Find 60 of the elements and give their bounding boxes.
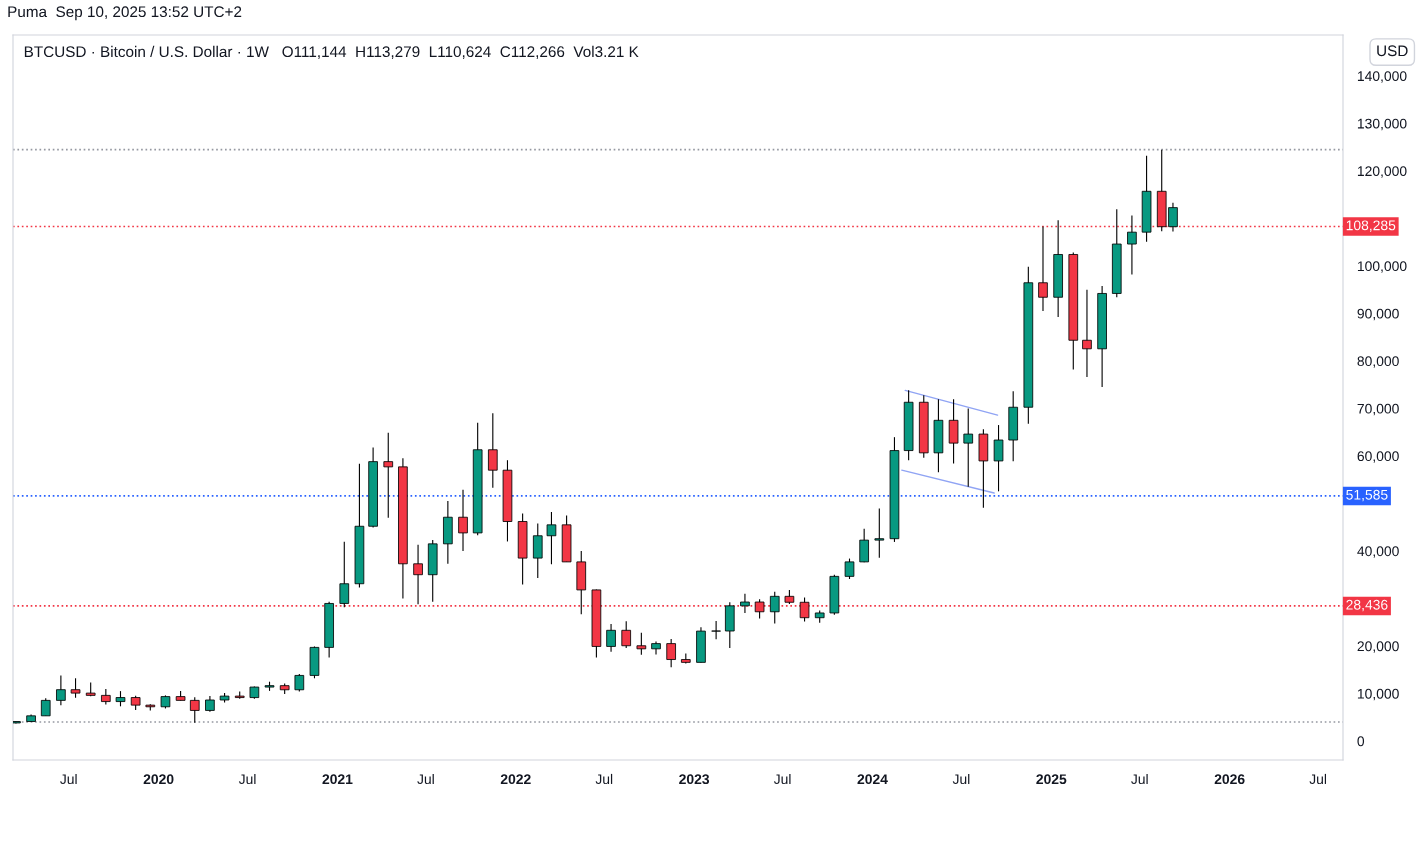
y-tick-label: 70,000: [1357, 403, 1399, 416]
candlestick: [70, 677, 81, 699]
x-tick-label: Jul: [952, 773, 970, 785]
y-tick-label: 40,000: [1357, 546, 1399, 558]
candlestick: [532, 522, 543, 579]
candlestick: [621, 620, 632, 649]
candlestick: [189, 696, 200, 724]
candlestick: [769, 591, 780, 624]
y-tick-label: 120,000: [1357, 166, 1407, 178]
x-tick-label: Jul: [595, 773, 613, 785]
y-tick-label: 10,000: [1357, 688, 1399, 701]
candlestick: [1127, 214, 1137, 276]
x-tick-label: 2025: [1036, 774, 1067, 785]
y-tick-label: 20,000: [1357, 641, 1399, 653]
candlestick: [963, 407, 974, 488]
candlestick: [458, 489, 468, 552]
ref-line-label: 108,285: [1346, 220, 1396, 232]
x-tick-label: Jul: [1131, 773, 1148, 785]
text: Puma Sep 10, 2025 13:52 UTC+2: [8, 6, 242, 21]
candlestick: [546, 511, 557, 565]
candlestick: [636, 632, 647, 656]
y-tick-label: 130,000: [1357, 118, 1407, 131]
ref-line-label: 28,436: [1346, 599, 1388, 612]
candlestick: [1038, 225, 1048, 312]
x-tick-label: 2023: [679, 774, 710, 785]
text: USD: [1377, 45, 1408, 57]
candlestick: [651, 640, 661, 656]
text: BTCUSD · Bitcoin / U.S. Dollar · 1W O111,144 H113,279 L110,624 C112,266 Vol3.21 K: [24, 45, 639, 59]
x-tick-label: Jul: [417, 773, 434, 785]
candlestick: [859, 528, 869, 563]
candlestick: [740, 593, 750, 614]
x-tick-label: 2026: [1214, 774, 1245, 785]
y-tick-label: 0: [1357, 736, 1365, 747]
candlestick: [488, 412, 498, 489]
y-tick-label: 140,000: [1357, 71, 1407, 83]
y-tick-label: 60,000: [1357, 451, 1399, 463]
x-tick-label: Jul: [60, 773, 77, 785]
candlestick: [606, 623, 616, 653]
candlestick: [711, 620, 721, 640]
x-tick-label: 2020: [143, 774, 174, 785]
x-tick-label: 2021: [322, 774, 353, 785]
candlestick: [666, 638, 676, 668]
candlestick: [874, 507, 885, 559]
x-tick-label: Jul: [1309, 773, 1327, 785]
candlestick: [413, 544, 423, 605]
candlestick: [56, 674, 66, 706]
ref-line-label: 51,585: [1346, 489, 1388, 502]
y-tick-label: 90,000: [1357, 308, 1399, 321]
y-tick-label: 100,000: [1357, 261, 1407, 273]
candlestick: [1082, 289, 1092, 378]
candlestick: [383, 432, 394, 519]
candlestick: [339, 541, 350, 608]
candlestick: [844, 558, 855, 580]
x-tick-label: 2022: [500, 774, 531, 785]
x-tick-label: 2024: [857, 774, 888, 785]
x-tick-label: Jul: [238, 773, 256, 785]
candlestick: [948, 398, 959, 465]
x-tick-label: Jul: [773, 773, 791, 785]
candlestick: [993, 424, 1004, 492]
y-tick-label: 80,000: [1357, 356, 1399, 368]
